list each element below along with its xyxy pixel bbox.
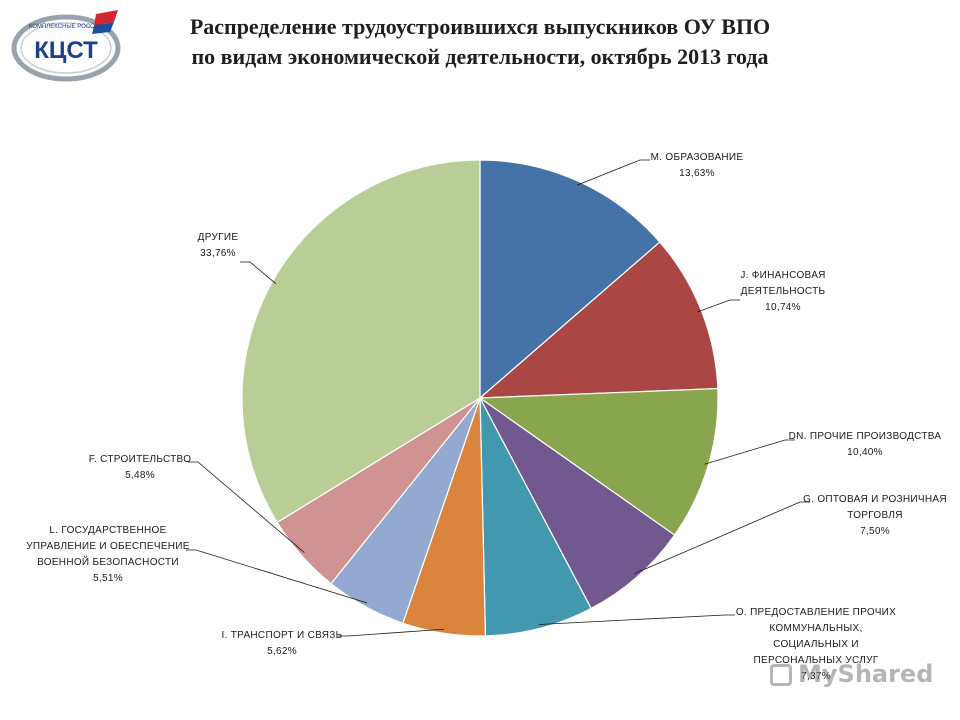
leader-line (704, 439, 795, 465)
slice-category-label: СОЦИАЛЬНЫХ И (773, 639, 859, 650)
slice-label: J. ФИНАНСОВАЯ ДЕЯТЕЛЬНОСТЬ 10,74% (740, 270, 825, 313)
slice-category-label: DN. ПРОЧИЕ ПРОИЗВОДСТВА (789, 431, 942, 442)
watermark-text: MyShared (798, 660, 934, 688)
pie-slice (479, 397, 676, 610)
pie-slice (479, 159, 661, 400)
slice-value-label: 10,40% (847, 447, 883, 458)
slice-label: I. ТРАНСПОРТ И СВЯЗЬ 5,62% (222, 630, 343, 657)
slice-category-label: J. ФИНАНСОВАЯ (740, 270, 825, 281)
slice-value-label: 10,74% (765, 302, 801, 313)
watermark-icon (770, 664, 792, 686)
pie-slice (479, 397, 592, 637)
slice-value-label: 5,62% (267, 646, 297, 657)
slice-category-label: ТОРГОВЛЯ (847, 510, 902, 521)
slice-value-label: 7,50% (860, 526, 890, 537)
slice-value-label: 13,63% (679, 168, 715, 179)
leader-line (577, 159, 650, 186)
pie-slice (478, 387, 719, 536)
logo-flag-red (94, 10, 118, 26)
logo-arc-text: КОМПЛЕКСНЫЕ РОССИИ (29, 24, 103, 30)
slice-category-label: I. ТРАНСПОРТ И СВЯЗЬ (222, 630, 343, 641)
slice-category-label: ДРУГИЕ (198, 232, 239, 243)
leader-line (186, 549, 368, 604)
slice-category-label: O. ПРЕДОСТАВЛЕНИЕ ПРОЧИХ (736, 607, 896, 618)
leader-line (697, 299, 740, 313)
pie-slice (241, 159, 481, 524)
slice-category-label: F. СТРОИТЕЛЬСТВО (89, 454, 192, 465)
slice-category-label: УПРАВЛЕНИЕ И ОБЕСПЕЧЕНИЕ (26, 541, 190, 552)
leader-line (240, 261, 277, 285)
leader-line (538, 614, 735, 625)
slice-value-label: 7,37% (801, 671, 831, 682)
leader-line (338, 628, 445, 637)
kcst-logo: КОМПЛЕКСНЫЕ РОССИИ КЦСТ (11, 10, 121, 82)
slice-label: DN. ПРОЧИЕ ПРОИЗВОДСТВА 10,40% (789, 431, 942, 458)
leader-line (188, 461, 305, 554)
slice-labels: M. ОБРАЗОВАНИЕ 13,63% J. ФИНАНСОВАЯ ДЕЯТЕЛЬ… (26, 152, 947, 682)
leader-lines (186, 159, 810, 637)
pie-slices (241, 159, 719, 637)
slice-value-label: 5,51% (93, 573, 123, 584)
slice-value-label: 5,48% (125, 470, 155, 481)
slice-category-label: L. ГОСУДАРСТВЕННОЕ (49, 525, 166, 536)
slice-label: G. ОПТОВАЯ И РОЗНИЧНАЯ ТОРГОВЛЯ 7,50% (803, 494, 947, 537)
slice-label: O. ПРЕДОСТАВЛЕНИЕ ПРОЧИХ КОММУНАЛЬНЫХ, СОЦ… (736, 607, 896, 682)
slice-label: ДРУГИЕ 33,76% (198, 232, 239, 259)
logo-text: КЦСТ (34, 37, 98, 64)
chart-title-line-1: Распределение трудоустроившихся выпускни… (189, 14, 771, 39)
logo-ring (11, 14, 121, 82)
slice-category-label: ДЕЯТЕЛЬНОСТЬ (741, 286, 826, 297)
logo-flag-blue (92, 22, 114, 34)
slice-category-label: ПЕРСОНАЛЬНЫХ УСЛУГ (754, 655, 879, 666)
slice-category-label: G. ОПТОВАЯ И РОЗНИЧНАЯ (803, 494, 947, 505)
slice-category-label: M. ОБРАЗОВАНИЕ (651, 152, 744, 163)
slice-category-label: КОММУНАЛЬНЫХ, (769, 623, 862, 634)
chart-title-line-2: по видам экономической деятельности, окт… (191, 44, 769, 69)
slice-category-label: ВОЕННОЙ БЕЗОПАСНОСТИ (37, 555, 179, 568)
leader-line (634, 501, 810, 575)
slice-label: L. ГОСУДАРСТВЕННОЕ УПРАВЛЕНИЕ И ОБЕСПЕЧЕН… (26, 525, 190, 584)
watermark: MyShared (770, 660, 933, 688)
slice-value-label: 33,76% (200, 248, 236, 259)
slice-label: M. ОБРАЗОВАНИЕ 13,63% (651, 152, 744, 179)
logo-inner-ring (20, 22, 112, 74)
slice-label: F. СТРОИТЕЛЬСТВО 5,48% (89, 454, 192, 481)
